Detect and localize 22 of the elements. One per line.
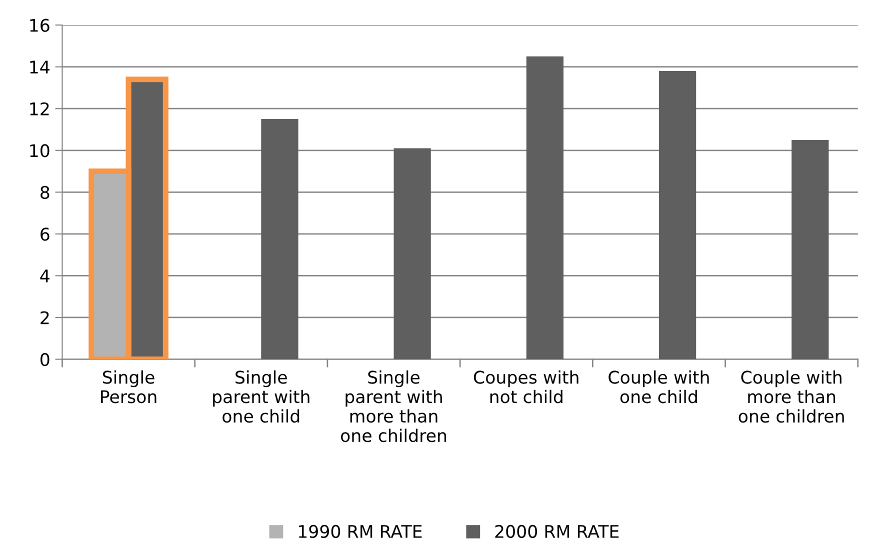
bar (658, 71, 696, 360)
bar (261, 119, 298, 360)
x-tick-label: Couple with one child (608, 370, 709, 404)
legend-label: 1990 RM RATE (298, 524, 422, 538)
y-tick-label: 8 (40, 186, 50, 200)
x-tick-label: Single Person (101, 370, 156, 404)
x-tick-label: Single parent with more than one children (340, 370, 446, 442)
legend-label: 2000 RM RATE (495, 524, 619, 538)
y-tick-label: 6 (40, 228, 50, 241)
y-tick-label: 12 (30, 102, 49, 116)
x-tick-label: Coupes with not child (474, 370, 578, 404)
y-tick-label: 14 (30, 60, 50, 74)
bar (526, 56, 564, 360)
bar (394, 148, 431, 360)
y-tick-label: 4 (40, 270, 50, 282)
x-tick-label: Couple with more than one children (738, 370, 844, 423)
y-tick-label: 2 (40, 311, 49, 324)
y-tick-label: 16 (30, 18, 50, 32)
x-tick-label: Single parent with one child (213, 370, 310, 423)
bar (792, 140, 829, 360)
y-tick-label: 0 (40, 352, 50, 366)
y-tick-label: 10 (30, 144, 50, 158)
